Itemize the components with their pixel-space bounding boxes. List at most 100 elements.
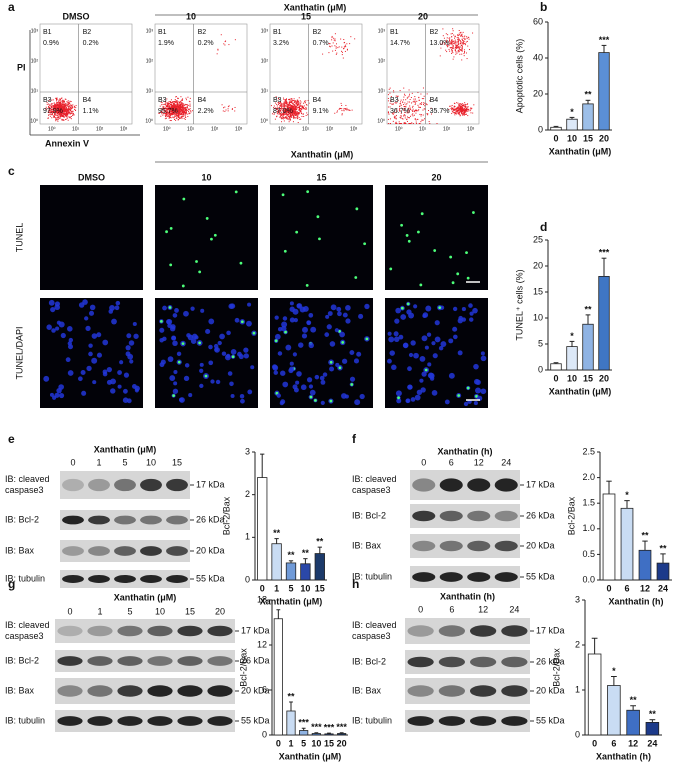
blot-row-label: IB: Bax: [352, 540, 382, 550]
dot: [60, 116, 61, 117]
nucleus: [281, 326, 286, 331]
nucleus: [49, 300, 55, 306]
dot: [184, 104, 185, 105]
significance: **: [641, 530, 649, 540]
dot: [306, 109, 307, 110]
dot: [405, 104, 406, 105]
dot: [453, 110, 454, 111]
dot: [461, 45, 462, 46]
tunel-cell: [169, 306, 172, 309]
dot: [419, 123, 420, 124]
dot: [421, 115, 422, 116]
dot: [420, 121, 421, 122]
dot: [458, 108, 459, 109]
nucleus: [473, 364, 479, 370]
blot-header: Xanthatin (μM): [94, 444, 157, 454]
dot: [451, 47, 452, 48]
nucleus: [293, 309, 299, 315]
nucleus: [411, 397, 416, 402]
dot: [404, 122, 405, 123]
band: [470, 685, 496, 696]
dot: [452, 52, 453, 53]
dot: [341, 105, 342, 106]
x-axis-label: Xanthatin (μM): [260, 596, 323, 606]
dot: [276, 104, 277, 105]
column-label: 15: [316, 172, 326, 182]
dot: [52, 105, 53, 106]
dot: [463, 112, 464, 113]
nucleus: [67, 326, 73, 332]
nucleus: [133, 334, 138, 339]
band: [440, 511, 463, 522]
tunel-cell: [206, 217, 209, 220]
nucleus: [358, 314, 363, 319]
band: [467, 572, 490, 582]
dot: [291, 101, 292, 102]
band: [57, 685, 82, 696]
tunel-cell: [408, 240, 411, 243]
dot: [452, 108, 453, 109]
dot: [423, 104, 424, 105]
y-tick-label: 18: [257, 594, 267, 604]
dot: [69, 113, 70, 114]
nucleus: [222, 351, 226, 355]
dot: [401, 100, 402, 101]
dot: [459, 110, 460, 111]
dot: [395, 117, 396, 118]
band: [501, 657, 527, 668]
dot: [297, 113, 298, 114]
band: [62, 479, 84, 491]
dot: [413, 106, 414, 107]
dot: [467, 111, 468, 112]
tunel-cell: [317, 215, 320, 218]
quadrant-id: B2: [430, 29, 439, 36]
nucleus: [449, 373, 455, 379]
dot: [468, 37, 469, 38]
dot: [401, 116, 402, 117]
dot: [163, 104, 164, 105]
dot: [335, 38, 336, 39]
row-label: TUNEL: [14, 223, 24, 253]
dot: [465, 110, 466, 111]
dot: [396, 115, 397, 116]
dot: [175, 99, 176, 100]
band: [412, 478, 435, 491]
dot: [181, 117, 182, 118]
nucleus: [293, 384, 298, 389]
dot: [64, 117, 65, 118]
dot: [287, 102, 288, 103]
dot: [183, 107, 184, 108]
dot: [286, 118, 287, 119]
dot: [347, 50, 348, 51]
dot: [179, 104, 180, 105]
dot: [454, 112, 455, 113]
bar: [588, 654, 601, 735]
dot: [179, 102, 180, 103]
dot: [459, 39, 460, 40]
dot: [232, 108, 233, 109]
axis-tick: 10²: [443, 126, 451, 132]
dot: [192, 110, 193, 111]
dot: [415, 118, 416, 119]
quadrant-percent: 1.9%: [158, 40, 174, 47]
dot: [459, 103, 460, 104]
dot: [64, 114, 65, 115]
tunel-cell: [182, 198, 185, 201]
dot: [305, 107, 306, 108]
nucleus: [208, 345, 213, 350]
dot: [409, 89, 410, 90]
dot: [418, 97, 419, 98]
band: [88, 479, 110, 491]
dot: [284, 117, 285, 118]
dot: [332, 36, 333, 37]
dot: [415, 104, 416, 105]
nucleus: [336, 307, 341, 312]
dot: [455, 44, 456, 45]
nucleus: [391, 365, 397, 371]
tunel-cell: [389, 268, 392, 271]
dot: [235, 107, 236, 108]
x-tick-label: 0: [553, 133, 558, 143]
dot: [293, 121, 294, 122]
dot: [189, 101, 190, 102]
dot: [226, 110, 227, 111]
